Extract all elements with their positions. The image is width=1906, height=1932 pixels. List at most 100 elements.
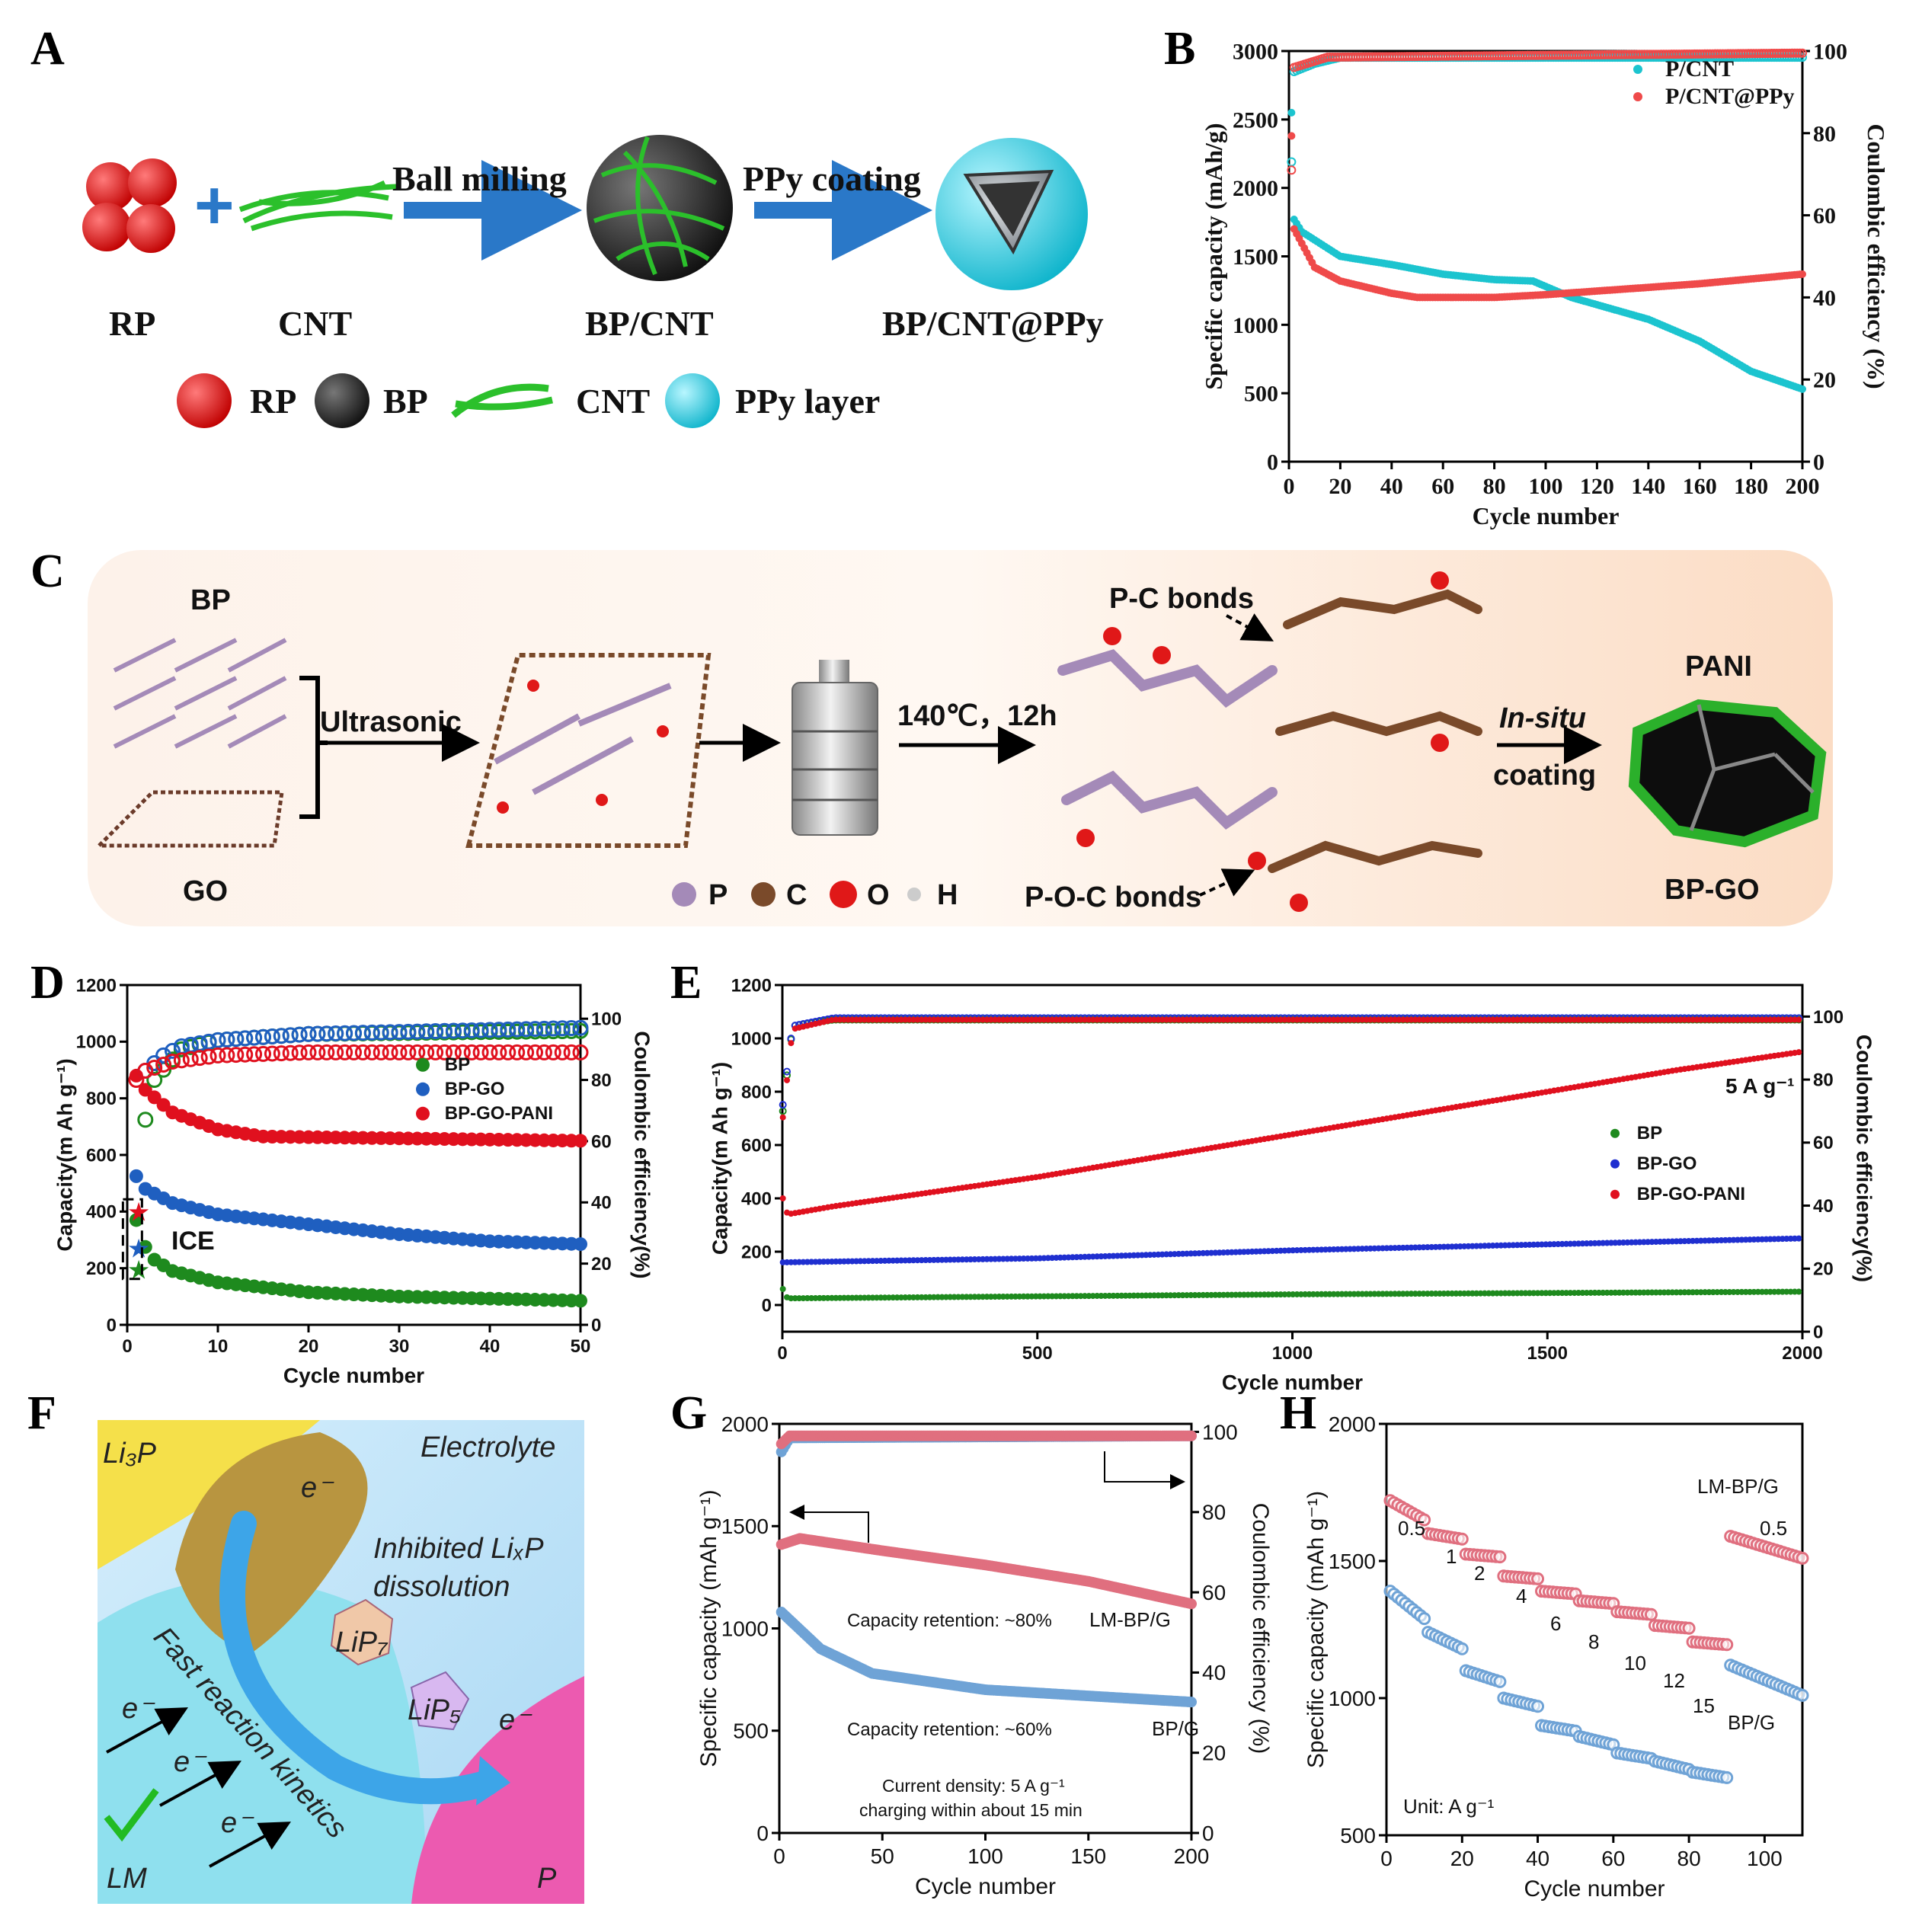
data-point (418, 1023, 435, 1040)
electrolyte-label: Electrolyte (421, 1431, 555, 1463)
annotation: charging within about 15 min (859, 1800, 1083, 1820)
data-point (328, 1025, 344, 1041)
data-point (1186, 1430, 1197, 1441)
go-sheet-icon (94, 790, 284, 848)
legend-label: BP-GO (1637, 1153, 1697, 1174)
x-tick-label: 20 (1450, 1847, 1474, 1870)
data-point (527, 1044, 543, 1060)
data-point (400, 1044, 417, 1060)
data-point (784, 1076, 791, 1083)
y2-tick-label: 100 (1813, 40, 1847, 65)
data-point (228, 1047, 245, 1064)
data-point (1287, 165, 1297, 175)
data-point (363, 1044, 380, 1060)
x-tick-label: 30 (389, 1336, 410, 1357)
series-bp-g (1383, 1585, 1809, 1784)
y-axis-title: Specific capacity (mAh g⁻¹) (1303, 1491, 1329, 1768)
x-tick-label: 50 (571, 1336, 591, 1357)
pani-coated-bp-go-icon (1628, 699, 1827, 848)
label-bp-cnt-ppy: BP/CNT@PPy (882, 304, 1104, 343)
y-tick-label: 1500 (1329, 1550, 1376, 1573)
data-point (300, 1044, 317, 1060)
data-point (563, 1044, 580, 1060)
x-tick-label: 80 (1677, 1847, 1701, 1870)
data-point (400, 1023, 417, 1040)
data-point (129, 1169, 143, 1183)
lip5-label: LiP₅ (408, 1694, 461, 1726)
data-point (129, 1213, 143, 1227)
series-p-cnt-ppy-ce (1287, 48, 1807, 175)
dissolution-label: dissolution (373, 1571, 510, 1603)
plot-frame (1287, 50, 1804, 463)
electron-label: e⁻ (301, 1472, 334, 1504)
y-tick-label: 1200 (731, 975, 772, 996)
data-point (427, 1044, 444, 1060)
condition-label: 140℃，12h (897, 700, 1057, 732)
legend-label: BP-GO-PANI (1637, 1184, 1745, 1204)
series-bp-go-ce (137, 1019, 589, 1080)
y2-tick-label: 80 (1813, 1070, 1834, 1090)
series-bp-g-capacity (776, 1607, 1197, 1708)
data-point (1796, 1016, 1802, 1023)
atom-h-icon (907, 888, 921, 901)
atom-c-icon (751, 882, 776, 907)
atom-legend-p: P (708, 879, 728, 911)
chart-d: 0 10 20 30 40 5002004006008001000120002040608… (53, 975, 654, 1387)
data-point (209, 1047, 226, 1064)
data-point (491, 1022, 507, 1038)
x-tick-label: 40 (480, 1336, 500, 1357)
data-point (309, 1044, 326, 1060)
series-bp-capacity (129, 1213, 587, 1308)
data-point (318, 1025, 335, 1042)
data-point (264, 1045, 280, 1062)
data-point (572, 1019, 589, 1036)
data-point (209, 1032, 226, 1048)
series-lm-bp-g-ce (776, 1430, 1197, 1450)
autoclave-icon (792, 660, 878, 836)
panel-a-schematic: + Ball milling PPy coating RP CNT BP/CNT… (82, 135, 1104, 428)
y-axis-title: Specific capacity (mAh/g) (1200, 123, 1227, 389)
data-point (1796, 1049, 1802, 1056)
data-point (518, 1044, 535, 1060)
annotation: 0.5 (1760, 1517, 1787, 1540)
data-point (445, 1044, 462, 1060)
x-tick-label: 60 (1431, 474, 1454, 499)
legend-bp-ball-icon (315, 373, 369, 428)
data-point (255, 1028, 271, 1045)
legend-label: BP (445, 1054, 470, 1075)
y2-tick-label: 40 (1813, 286, 1836, 311)
data-point (291, 1026, 308, 1043)
x-tick-label: 1000 (1272, 1343, 1313, 1364)
y2-axis-title: Coulombic efficiency(%) (631, 1031, 654, 1278)
panel-c-background (88, 550, 1833, 926)
pani-label: PANI (1685, 651, 1752, 683)
y-tick-label: 500 (1340, 1824, 1376, 1847)
y-tick-label: 500 (733, 1719, 769, 1743)
data-point (481, 1044, 498, 1060)
data-point (509, 1044, 526, 1060)
series-layer (776, 1430, 1197, 1708)
series-bp-go-pani-capacity (779, 1049, 1802, 1217)
legend-bp-label: BP (383, 382, 428, 421)
legend-label: BP (1637, 1123, 1662, 1144)
y-tick-label: 1000 (731, 1028, 772, 1049)
data-point (200, 1048, 217, 1065)
data-point (779, 1114, 786, 1121)
x-tick-label: 10 (208, 1336, 229, 1357)
pc-bonds-label: P-C bonds (1109, 583, 1254, 615)
poc-bonds-label: P-O-C bonds (1025, 881, 1201, 913)
data-point (409, 1044, 426, 1060)
chart-h: 0 20 40 60 80 100 500 1000 1500 2000 Cycle number S… (1303, 1412, 1809, 1902)
data-point (291, 1044, 308, 1061)
y2-tick-label: 40 (1813, 1196, 1834, 1217)
y-tick-label: 2000 (1233, 176, 1278, 201)
pc-bonds-pointer (1226, 613, 1274, 641)
right-axis-arrow (1104, 1451, 1185, 1489)
ice-box (121, 1198, 143, 1281)
x-tick-label: 160 (1683, 474, 1717, 499)
data-point (1418, 1612, 1431, 1626)
x-axis-title: Cycle number (283, 1364, 424, 1387)
y-tick-label: 800 (741, 1082, 772, 1102)
data-point (472, 1044, 489, 1060)
x-tick-label: 0 (773, 1844, 785, 1868)
